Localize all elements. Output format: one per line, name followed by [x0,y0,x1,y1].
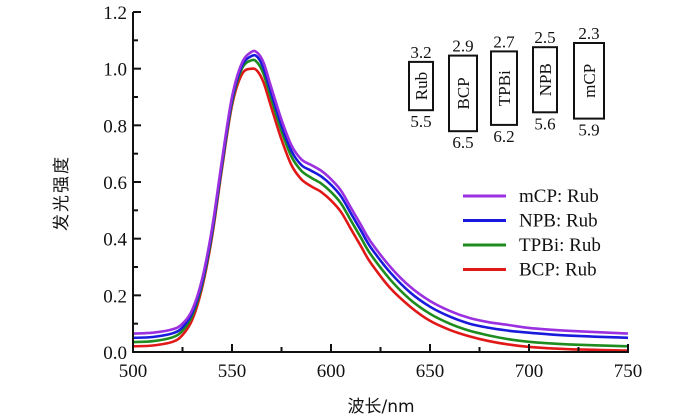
energy-level-material: mCP [580,64,599,98]
y-tick-label: 0.4 [103,230,127,251]
energy-level-material: Rub [412,72,431,100]
homo-value: 6.2 [493,127,514,146]
y-tick-label: 0.8 [103,116,127,137]
energy-level-box [573,42,605,120]
legend-label: TPBi: Rub [519,235,601,256]
x-tick-label: 700 [515,361,544,382]
y-tick-label: 0.0 [103,343,127,364]
lumo-value: 2.9 [452,37,473,56]
x-tick-label: 650 [416,361,445,382]
energy-level-material: NPB [536,63,555,96]
y-tick-label: 1.0 [103,60,127,81]
series-curves [132,49,629,352]
axes [132,12,629,353]
x-ticks: 500 550 600 650 700 750 [119,344,643,382]
energy-level-box [532,46,558,114]
energy-level-box [490,50,518,126]
x-tick-label: 500 [119,361,148,382]
legend-label: NPB: Rub [519,211,598,232]
homo-value: 5.6 [534,114,555,133]
homo-value: 6.5 [452,133,473,152]
homo-value: 5.9 [578,121,599,140]
lumo-value: 2.5 [534,28,555,47]
y-tick-label: 1.2 [103,3,127,24]
legend: mCP: Rub NPB: Rub TPBi: Rub BCP: Rub [463,186,601,281]
y-tick-label: 0.6 [103,173,127,194]
energy-level-inset: Rub 3.2 5.5 BCP 2.9 6.5 TPBi 2.7 6.2 NPB 2.5 5.6 mCP… [408,24,605,152]
legend-label: mCP: Rub [519,186,599,207]
x-tick-label: 600 [317,361,346,382]
legend-label: BCP: Rub [519,260,597,281]
lumo-value: 2.3 [578,24,599,43]
homo-value: 5.5 [410,112,431,131]
energy-level-box [448,54,478,133]
y-axis-title: 发光强度 [52,155,72,231]
energy-level-material: BCP [454,77,473,109]
energy-level-material: TPBi [495,70,514,106]
lumo-value: 2.7 [493,32,515,51]
x-axis-title: 波长/nm [347,397,414,417]
energy-level-box [408,60,434,112]
y-ticks: 0.0 0.2 0.4 0.6 0.8 1.0 1.2 [103,3,141,364]
x-tick-label: 550 [218,361,247,382]
y-tick-label: 0.2 [103,286,127,307]
lumo-value: 3.2 [410,43,431,62]
series-line-mcp [132,49,629,335]
x-tick-label: 750 [614,361,643,382]
